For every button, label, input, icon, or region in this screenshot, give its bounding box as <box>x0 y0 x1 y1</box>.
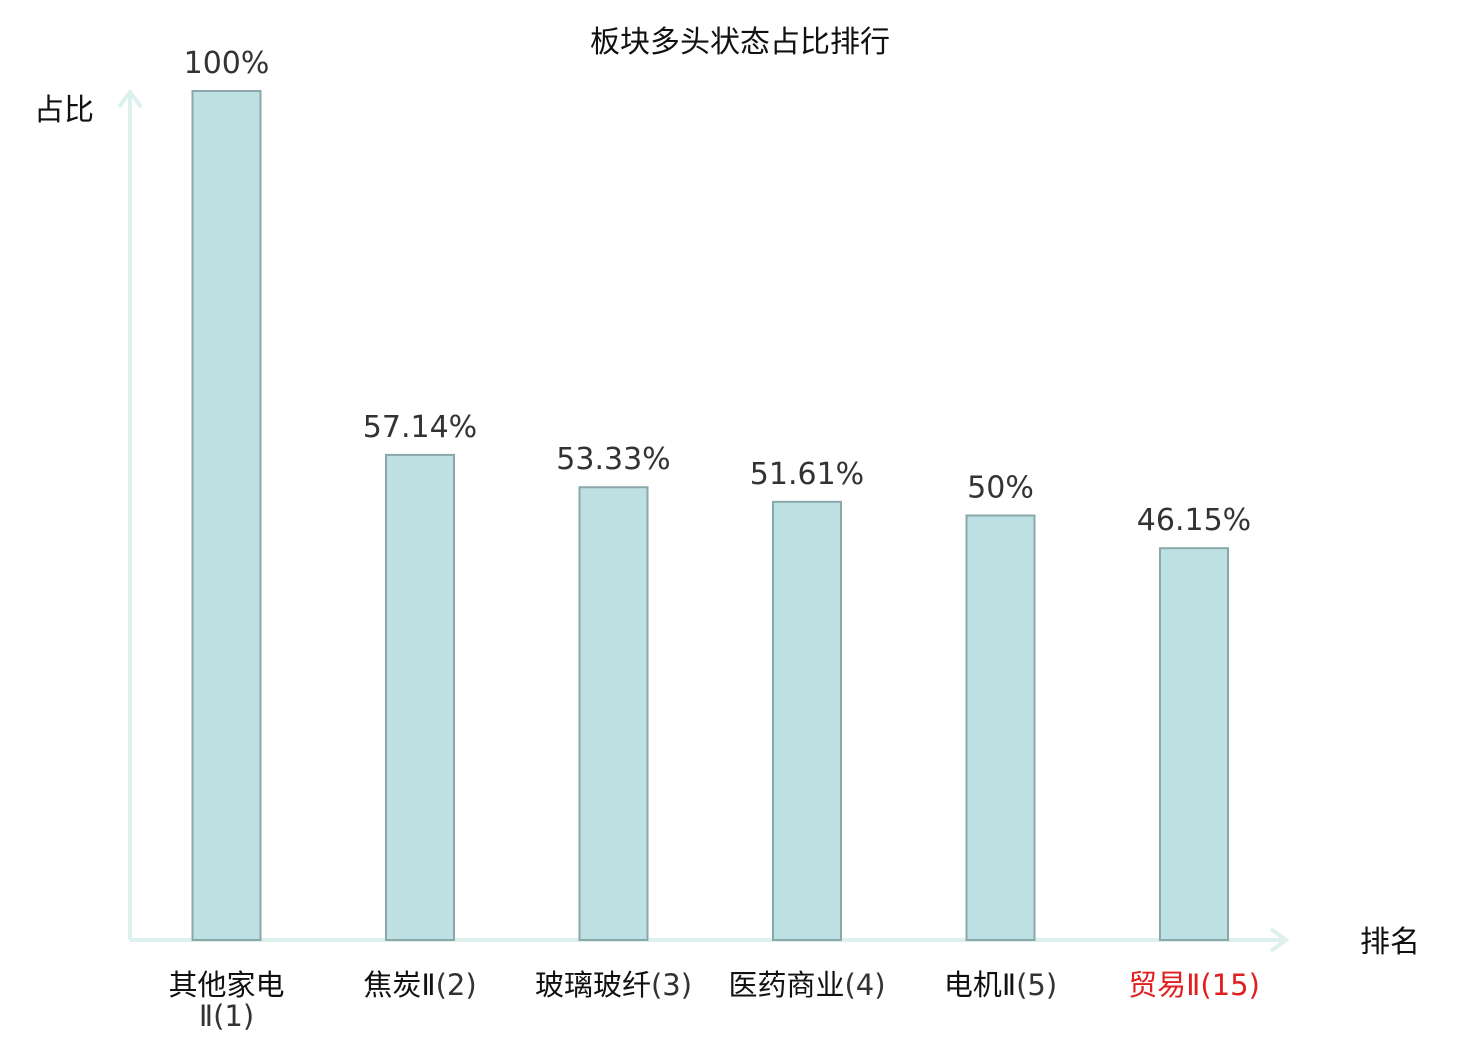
data-label: 46.15% <box>1137 503 1251 538</box>
data-label: 53.33% <box>556 442 670 477</box>
bar <box>578 486 649 941</box>
x-axis-label: 排名 <box>1360 925 1420 960</box>
data-label: 100% <box>184 46 270 81</box>
category-label: 玻璃玻纤(3) <box>535 968 692 1002</box>
bar <box>965 514 1036 941</box>
bar <box>772 500 842 941</box>
bar <box>1159 547 1229 942</box>
chart-title: 板块多头状态占比排行 <box>590 25 890 60</box>
category-label: Ⅱ(1) <box>199 999 254 1033</box>
y-axis-label: 占比 <box>34 93 94 128</box>
category-label: 焦炭Ⅱ(2) <box>363 968 476 1002</box>
category-label: 医药商业(4) <box>728 968 885 1002</box>
data-label: 57.14% <box>363 410 477 445</box>
x-axis-arrow <box>1269 927 1290 953</box>
data-label: 51.61% <box>750 457 864 492</box>
bar <box>385 453 455 941</box>
category-label: 电机Ⅱ(5) <box>944 968 1057 1002</box>
data-label: 50% <box>967 471 1034 506</box>
y-axis-arrow <box>117 88 143 109</box>
category-label: 贸易Ⅱ(15) <box>1128 968 1260 1002</box>
category-label: 其他家电 <box>168 968 284 1002</box>
bar <box>191 90 262 941</box>
